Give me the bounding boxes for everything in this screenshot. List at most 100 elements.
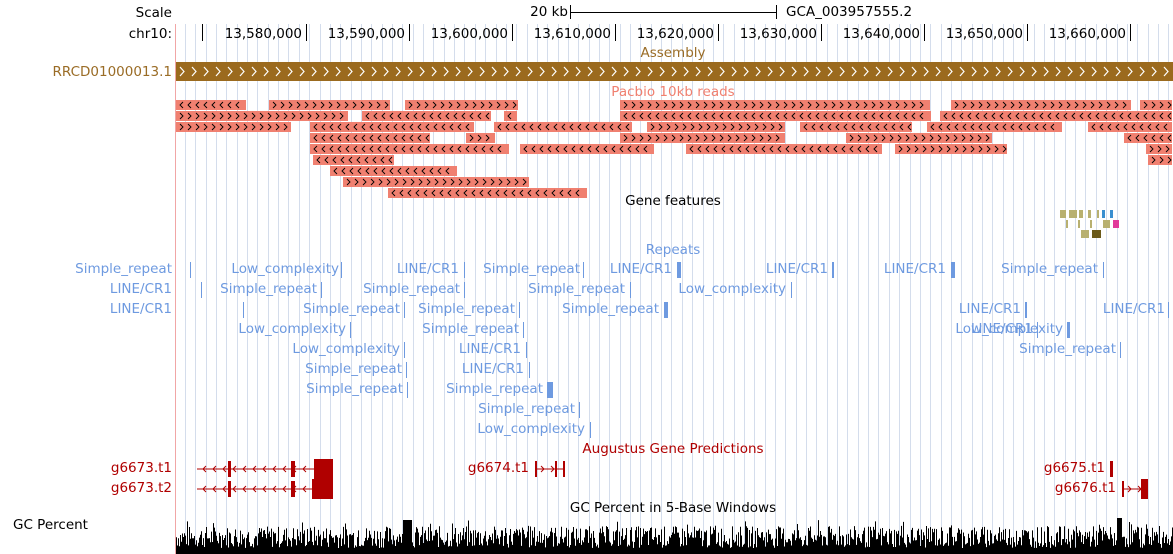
- pacbio-read[interactable]: [1146, 144, 1172, 154]
- pacbio-read[interactable]: [1140, 100, 1172, 110]
- assembly-item-label[interactable]: RRCD01000013.1: [52, 64, 172, 80]
- repeat-label[interactable]: Simple_repeat: [1019, 341, 1116, 357]
- gene-exon[interactable]: [291, 461, 295, 477]
- pacbio-read[interactable]: [343, 177, 529, 187]
- gene-feature-block[interactable]: [1078, 220, 1080, 228]
- repeat-block[interactable]: [791, 282, 792, 298]
- gene-feature-block[interactable]: [1066, 220, 1068, 228]
- pacbio-read[interactable]: [686, 144, 882, 154]
- pacbio-read[interactable]: [951, 100, 1131, 110]
- repeat-block[interactable]: [407, 382, 408, 398]
- pacbio-read[interactable]: [362, 111, 491, 121]
- pacbio-track-title[interactable]: Pacbio 10kb reads: [611, 84, 735, 100]
- gene-feature-block[interactable]: [1069, 210, 1077, 218]
- repeat-label[interactable]: LINE/CR1: [609, 261, 672, 277]
- repeat-label[interactable]: Simple_repeat: [483, 261, 580, 277]
- gene-feature-block[interactable]: [1102, 210, 1105, 218]
- repeat-label[interactable]: LINE/CR1: [958, 301, 1021, 317]
- gene-exon[interactable]: [1110, 461, 1113, 477]
- pacbio-read[interactable]: [927, 122, 1062, 132]
- pacbio-read[interactable]: [800, 122, 912, 132]
- augustus-track-title[interactable]: Augustus Gene Predictions: [582, 441, 764, 457]
- repeat-block[interactable]: [321, 282, 322, 298]
- pacbio-read[interactable]: [313, 155, 394, 165]
- pacbio-read[interactable]: [405, 100, 518, 110]
- repeat-block[interactable]: [1025, 302, 1027, 318]
- repeat-label[interactable]: Simple_repeat: [363, 281, 460, 297]
- gene-feature-block[interactable]: [1079, 210, 1083, 218]
- pacbio-read[interactable]: [520, 144, 654, 154]
- pacbio-read[interactable]: [310, 122, 474, 132]
- repeat-label[interactable]: LINE/CR1: [458, 341, 521, 357]
- pacbio-read[interactable]: [388, 188, 587, 198]
- pacbio-read[interactable]: [1088, 122, 1172, 132]
- repeat-label[interactable]: Low_complexity: [678, 281, 786, 297]
- repeat-label[interactable]: Simple_repeat: [446, 381, 543, 397]
- gene-feature-block[interactable]: [1110, 210, 1113, 218]
- repeat-label[interactable]: Simple_repeat: [562, 301, 659, 317]
- repeat-label[interactable]: LINE/CR1: [765, 261, 828, 277]
- gene-label[interactable]: g6674.t1: [467, 460, 529, 476]
- repeat-label[interactable]: Low_complexity: [955, 321, 1063, 337]
- repeat-block[interactable]: [529, 362, 530, 378]
- gene-feature-block[interactable]: [1103, 220, 1110, 228]
- gene-feature-block[interactable]: [1088, 210, 1091, 218]
- pacbio-read[interactable]: [494, 122, 632, 132]
- gene-label[interactable]: g6673.t1: [110, 460, 172, 476]
- repeat-block[interactable]: [519, 302, 520, 318]
- pacbio-read[interactable]: [647, 122, 785, 132]
- pacbio-read[interactable]: [176, 111, 348, 121]
- repeat-block[interactable]: [464, 262, 465, 278]
- repeat-block[interactable]: [951, 262, 955, 278]
- gene-feature-block[interactable]: [1113, 220, 1119, 228]
- assembly-bar[interactable]: [176, 62, 1173, 81]
- pacbio-read[interactable]: [895, 144, 1007, 154]
- gene-intron[interactable]: [197, 480, 315, 498]
- repeat-block[interactable]: [677, 262, 681, 278]
- repeat-block[interactable]: [243, 302, 244, 318]
- gene-intron[interactable]: [535, 460, 565, 478]
- repeat-label[interactable]: Simple_repeat: [75, 261, 172, 277]
- repeat-label[interactable]: LINE/CR1: [461, 361, 524, 377]
- repeat-block[interactable]: [630, 282, 631, 298]
- repeat-label[interactable]: Simple_repeat: [220, 281, 317, 297]
- repeat-label[interactable]: Simple_repeat: [1001, 261, 1098, 277]
- pacbio-read[interactable]: [310, 133, 430, 143]
- pacbio-read[interactable]: [940, 111, 1172, 121]
- repeat-block[interactable]: [1120, 342, 1121, 358]
- gene-feature-block[interactable]: [1097, 210, 1099, 218]
- pacbio-read[interactable]: [176, 122, 291, 132]
- repeat-label[interactable]: LINE/CR1: [1102, 301, 1165, 317]
- gene-cds[interactable]: [314, 459, 333, 479]
- repeat-label[interactable]: Simple_repeat: [305, 361, 402, 377]
- gene-label[interactable]: g6675.t1: [1043, 460, 1105, 476]
- repeat-label[interactable]: Simple_repeat: [528, 281, 625, 297]
- repeat-block[interactable]: [190, 262, 191, 278]
- pacbio-read[interactable]: [466, 133, 495, 143]
- repeat-block[interactable]: [404, 342, 405, 358]
- gene-cds[interactable]: [312, 479, 333, 499]
- gene-exon[interactable]: [228, 461, 231, 477]
- gene-intron[interactable]: [197, 460, 315, 478]
- repeat-label[interactable]: Low_complexity: [292, 341, 400, 357]
- repeat-label[interactable]: Low_complexity: [477, 421, 585, 437]
- repeat-block[interactable]: [579, 402, 580, 418]
- repeat-block[interactable]: [1168, 302, 1169, 318]
- repeat-label[interactable]: LINE/CR1: [970, 321, 1033, 337]
- repeat-block[interactable]: [523, 322, 524, 338]
- repeat-block[interactable]: [464, 282, 465, 298]
- repeat-block[interactable]: [526, 342, 527, 358]
- pacbio-read[interactable]: [176, 100, 246, 110]
- pacbio-read[interactable]: [1148, 155, 1172, 165]
- gene-label[interactable]: g6673.t2: [110, 480, 172, 496]
- gene-exon[interactable]: [563, 461, 565, 477]
- repeat-block[interactable]: [664, 302, 668, 318]
- gene-exon[interactable]: [228, 481, 231, 497]
- repeat-label[interactable]: LINE/CR1: [396, 261, 459, 277]
- gc-track-title[interactable]: GC Percent in 5-Base Windows: [569, 500, 777, 516]
- repeat-label[interactable]: LINE/CR1: [109, 301, 172, 317]
- repeat-label[interactable]: LINE/CR1: [883, 261, 946, 277]
- gene-exon[interactable]: [555, 461, 557, 477]
- repeat-block[interactable]: [583, 262, 584, 278]
- gene-feature-block[interactable]: [1060, 210, 1066, 218]
